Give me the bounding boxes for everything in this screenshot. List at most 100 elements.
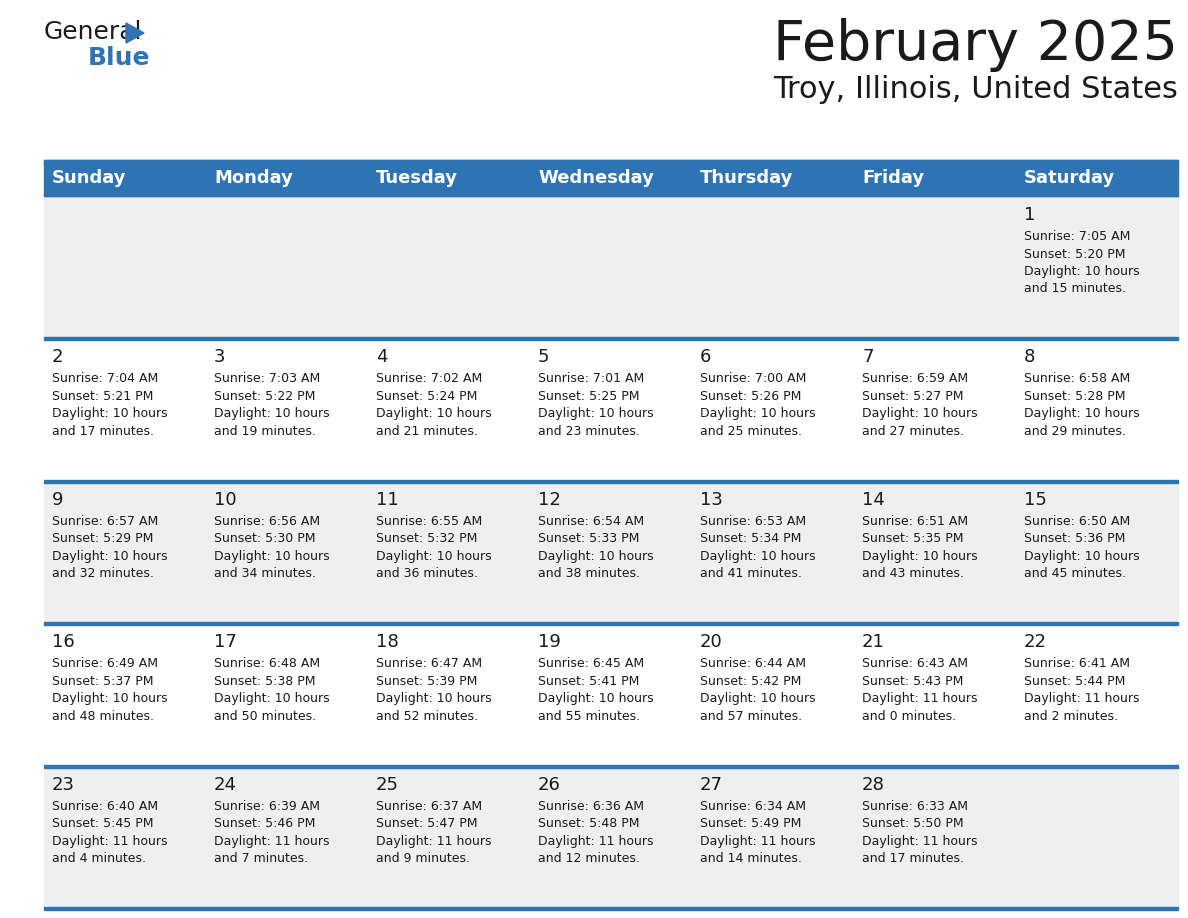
Text: 8: 8	[1024, 349, 1036, 366]
Text: and 9 minutes.: and 9 minutes.	[375, 852, 470, 865]
Bar	[44, 622, 1178, 625]
Text: Saturday: Saturday	[1024, 169, 1116, 187]
Bar	[44, 907, 1178, 910]
Text: and 17 minutes.: and 17 minutes.	[862, 852, 963, 865]
Text: 27: 27	[700, 776, 723, 793]
Text: Sunrise: 7:02 AM: Sunrise: 7:02 AM	[375, 373, 482, 386]
Text: Sunrise: 7:03 AM: Sunrise: 7:03 AM	[214, 373, 321, 386]
Text: 16: 16	[52, 633, 75, 651]
Text: Daylight: 11 hours: Daylight: 11 hours	[862, 692, 978, 705]
Text: Daylight: 10 hours: Daylight: 10 hours	[1024, 265, 1139, 278]
Text: Sunrise: 6:40 AM: Sunrise: 6:40 AM	[52, 800, 158, 812]
Text: Daylight: 10 hours: Daylight: 10 hours	[1024, 408, 1139, 420]
Text: Sunset: 5:24 PM: Sunset: 5:24 PM	[375, 390, 478, 403]
Text: Sunset: 5:25 PM: Sunset: 5:25 PM	[538, 390, 639, 403]
Bar	[44, 196, 1178, 339]
Text: Sunrise: 7:01 AM: Sunrise: 7:01 AM	[538, 373, 644, 386]
Text: Sunrise: 6:48 AM: Sunrise: 6:48 AM	[214, 657, 320, 670]
Text: Sunrise: 7:05 AM: Sunrise: 7:05 AM	[1024, 230, 1130, 243]
Text: Daylight: 11 hours: Daylight: 11 hours	[1024, 692, 1139, 705]
Text: Sunday: Sunday	[52, 169, 126, 187]
Text: Daylight: 10 hours: Daylight: 10 hours	[52, 550, 168, 563]
Text: Daylight: 11 hours: Daylight: 11 hours	[214, 834, 329, 847]
Text: and 4 minutes.: and 4 minutes.	[52, 852, 146, 865]
Text: 12: 12	[538, 491, 561, 509]
Text: and 41 minutes.: and 41 minutes.	[700, 567, 802, 580]
Text: Daylight: 11 hours: Daylight: 11 hours	[862, 834, 978, 847]
Text: Sunset: 5:43 PM: Sunset: 5:43 PM	[862, 675, 963, 688]
Text: Sunset: 5:37 PM: Sunset: 5:37 PM	[52, 675, 153, 688]
Text: Sunset: 5:28 PM: Sunset: 5:28 PM	[1024, 390, 1125, 403]
Bar	[44, 765, 1178, 767]
Text: and 50 minutes.: and 50 minutes.	[214, 710, 316, 722]
Text: and 2 minutes.: and 2 minutes.	[1024, 710, 1118, 722]
Text: Sunset: 5:48 PM: Sunset: 5:48 PM	[538, 817, 639, 830]
Text: Sunset: 5:32 PM: Sunset: 5:32 PM	[375, 532, 478, 545]
Text: 4: 4	[375, 349, 387, 366]
Text: 14: 14	[862, 491, 885, 509]
Text: and 57 minutes.: and 57 minutes.	[700, 710, 802, 722]
Text: Daylight: 11 hours: Daylight: 11 hours	[700, 834, 815, 847]
Text: Daylight: 10 hours: Daylight: 10 hours	[700, 408, 816, 420]
Text: Sunrise: 6:49 AM: Sunrise: 6:49 AM	[52, 657, 158, 670]
Text: Sunrise: 6:34 AM: Sunrise: 6:34 AM	[700, 800, 805, 812]
Text: Daylight: 10 hours: Daylight: 10 hours	[700, 692, 816, 705]
Text: and 32 minutes.: and 32 minutes.	[52, 567, 154, 580]
Text: Daylight: 10 hours: Daylight: 10 hours	[1024, 550, 1139, 563]
Text: and 25 minutes.: and 25 minutes.	[700, 425, 802, 438]
Text: 13: 13	[700, 491, 722, 509]
Text: Sunset: 5:45 PM: Sunset: 5:45 PM	[52, 817, 153, 830]
Text: Sunset: 5:47 PM: Sunset: 5:47 PM	[375, 817, 478, 830]
Text: Daylight: 11 hours: Daylight: 11 hours	[538, 834, 653, 847]
Text: Daylight: 10 hours: Daylight: 10 hours	[538, 550, 653, 563]
Text: 15: 15	[1024, 491, 1047, 509]
Text: and 7 minutes.: and 7 minutes.	[214, 852, 308, 865]
Text: Sunset: 5:30 PM: Sunset: 5:30 PM	[214, 532, 316, 545]
Text: 10: 10	[214, 491, 236, 509]
Text: 2: 2	[52, 349, 63, 366]
Bar	[44, 338, 1178, 341]
Text: 6: 6	[700, 349, 712, 366]
Text: and 0 minutes.: and 0 minutes.	[862, 710, 956, 722]
Text: 22: 22	[1024, 633, 1047, 651]
Text: Troy, Illinois, United States: Troy, Illinois, United States	[773, 75, 1178, 104]
Text: Sunset: 5:50 PM: Sunset: 5:50 PM	[862, 817, 963, 830]
Text: Sunrise: 6:58 AM: Sunrise: 6:58 AM	[1024, 373, 1130, 386]
Text: Sunrise: 6:57 AM: Sunrise: 6:57 AM	[52, 515, 158, 528]
Bar	[44, 339, 1178, 481]
Text: Monday: Monday	[214, 169, 293, 187]
Text: and 52 minutes.: and 52 minutes.	[375, 710, 478, 722]
Text: Sunrise: 7:04 AM: Sunrise: 7:04 AM	[52, 373, 158, 386]
Text: 5: 5	[538, 349, 550, 366]
Text: 1: 1	[1024, 206, 1036, 224]
Text: 11: 11	[375, 491, 399, 509]
Text: Daylight: 10 hours: Daylight: 10 hours	[862, 408, 978, 420]
Text: Thursday: Thursday	[700, 169, 794, 187]
Text: Daylight: 10 hours: Daylight: 10 hours	[214, 550, 329, 563]
Text: and 15 minutes.: and 15 minutes.	[1024, 283, 1126, 296]
Text: Daylight: 10 hours: Daylight: 10 hours	[375, 408, 492, 420]
Text: Daylight: 11 hours: Daylight: 11 hours	[52, 834, 168, 847]
Bar	[44, 194, 1178, 196]
Text: Sunrise: 7:00 AM: Sunrise: 7:00 AM	[700, 373, 807, 386]
Text: Sunset: 5:41 PM: Sunset: 5:41 PM	[538, 675, 639, 688]
Text: Daylight: 10 hours: Daylight: 10 hours	[52, 692, 168, 705]
Text: Daylight: 10 hours: Daylight: 10 hours	[862, 550, 978, 563]
Text: and 23 minutes.: and 23 minutes.	[538, 425, 640, 438]
Text: and 43 minutes.: and 43 minutes.	[862, 567, 963, 580]
Text: 24: 24	[214, 776, 236, 793]
Text: Daylight: 10 hours: Daylight: 10 hours	[375, 692, 492, 705]
Text: Blue: Blue	[88, 46, 151, 70]
Text: Sunrise: 6:39 AM: Sunrise: 6:39 AM	[214, 800, 320, 812]
Text: Sunrise: 6:53 AM: Sunrise: 6:53 AM	[700, 515, 807, 528]
Text: and 45 minutes.: and 45 minutes.	[1024, 567, 1126, 580]
Text: and 12 minutes.: and 12 minutes.	[538, 852, 640, 865]
Text: Wednesday: Wednesday	[538, 169, 653, 187]
Text: 26: 26	[538, 776, 561, 793]
Text: 21: 21	[862, 633, 885, 651]
Text: Sunrise: 6:43 AM: Sunrise: 6:43 AM	[862, 657, 968, 670]
Text: and 48 minutes.: and 48 minutes.	[52, 710, 154, 722]
Text: Sunrise: 6:37 AM: Sunrise: 6:37 AM	[375, 800, 482, 812]
Text: Sunrise: 6:54 AM: Sunrise: 6:54 AM	[538, 515, 644, 528]
Text: Sunset: 5:39 PM: Sunset: 5:39 PM	[375, 675, 478, 688]
